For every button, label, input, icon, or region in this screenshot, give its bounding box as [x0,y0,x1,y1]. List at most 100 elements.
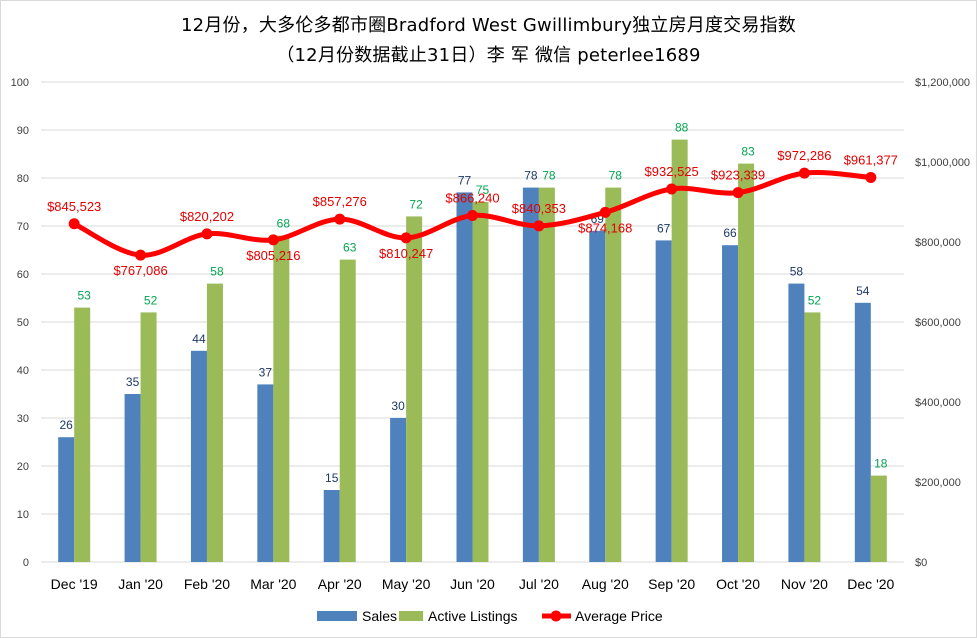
sales-data-label: 78 [524,169,538,183]
sales-data-label: 44 [192,332,206,346]
average-price-marker [533,220,545,232]
average-price-marker [201,228,213,240]
average-price-marker [599,206,611,218]
listings-bar [406,216,423,562]
listings-data-label: 88 [675,121,689,135]
listings-data-label: 68 [277,217,291,231]
legend-label-sales: Sales [362,608,397,624]
listings-data-label: 18 [874,457,888,471]
x-tick-label: Mar '20 [250,576,296,592]
listings-data-label: 58 [210,265,224,279]
x-tick-label: Nov '20 [781,576,828,592]
legend-swatch-sales [317,611,357,621]
average-price-label: $840,353 [512,201,566,216]
y-tick-label: 60 [17,269,29,281]
listings-data-label: 78 [609,169,623,183]
sales-data-label: 54 [856,284,870,298]
sales-data-label: 15 [325,471,339,485]
x-tick-label: Jul '20 [519,576,559,592]
y2-tick-label: $1,200,000 [915,77,970,89]
sales-bar [456,192,473,562]
legend-label-price: Average Price [575,608,663,624]
sales-data-label: 30 [391,399,405,413]
average-price-label: $820,202 [180,209,234,224]
x-tick-label: May '20 [382,576,431,592]
listings-data-label: 52 [808,293,822,307]
sales-bar [124,394,141,562]
x-tick-label: Jun '20 [450,576,495,592]
listings-data-label: 52 [144,293,158,307]
x-tick-label: Apr '20 [318,576,362,592]
sales-bar [854,302,871,562]
legend-label-listings: Active Listings [428,608,517,624]
chart-title: 12月份，大多伦多都市圈Bradford West Gwillimbury独立房… [181,15,796,36]
average-price-marker [135,249,147,261]
sales-bar [655,240,672,562]
average-price-marker [400,232,412,244]
average-price-marker [68,218,80,230]
y2-tick-label: $800,000 [915,237,961,249]
y-tick-label: 0 [23,557,29,569]
listings-bar [472,202,489,562]
y-tick-label: 50 [17,317,29,329]
listings-bar [671,139,688,562]
x-tick-label: Dec '20 [847,576,894,592]
average-price-label: $845,523 [47,199,101,214]
listings-data-label: 78 [542,169,556,183]
listings-bar [339,259,356,562]
average-price-label: $767,086 [113,263,167,278]
x-tick-label: Dec '19 [51,576,98,592]
listings-data-label: 53 [78,289,92,303]
y-tick-label: 40 [17,365,29,377]
y-tick-label: 100 [11,77,29,89]
average-price-marker [865,171,877,183]
sales-data-label: 66 [723,226,737,240]
chart-subtitle: （12月份数据截止31日）李 军 微信 peterlee1689 [276,45,701,66]
y2-tick-label: $200,000 [915,477,961,489]
y-tick-label: 30 [17,413,29,425]
x-tick-label: Feb '20 [184,576,230,592]
sales-data-label: 67 [657,221,671,235]
y-tick-label: 70 [17,221,29,233]
y-tick-label: 80 [17,173,29,185]
sales-bar [257,384,274,562]
y2-tick-label: $1,000,000 [915,157,970,169]
average-price-label: $805,216 [246,248,300,263]
y2-tick-label: $400,000 [915,397,961,409]
average-price-label: $972,286 [777,148,831,163]
average-price-marker [732,187,744,199]
sales-data-label: 37 [259,365,273,379]
sales-data-label: 35 [126,375,140,389]
average-price-label: $961,377 [844,152,898,167]
sales-bar [323,490,340,562]
average-price-label: $857,276 [313,194,367,209]
sales-bar [390,418,407,562]
average-price-marker [267,234,279,246]
listings-bar [804,312,821,562]
x-tick-label: Jan '20 [118,576,163,592]
listings-bar [140,312,157,562]
x-tick-label: Aug '20 [582,576,629,592]
average-price-label: $810,247 [379,246,433,261]
sales-bar [58,437,75,562]
sales-bar [722,245,739,562]
average-price-marker [334,213,346,225]
legend-swatch-listings [399,611,423,621]
sales-bar [522,187,539,562]
sales-bar [190,350,207,562]
listings-data-label: 83 [741,145,755,159]
y-tick-label: 10 [17,509,29,521]
average-price-label: $866,240 [445,191,499,206]
listings-data-label: 72 [409,197,423,211]
sales-bar [589,230,606,563]
listings-bar [605,187,622,562]
listings-bar [538,187,555,562]
sales-data-label: 26 [60,418,74,432]
y2-tick-label: $0 [915,557,927,569]
x-tick-label: Oct '20 [716,576,760,592]
average-price-label: $923,339 [711,168,765,183]
average-price-label: $932,525 [645,164,699,179]
listings-bar [74,307,91,562]
x-tick-label: Sep '20 [648,576,695,592]
